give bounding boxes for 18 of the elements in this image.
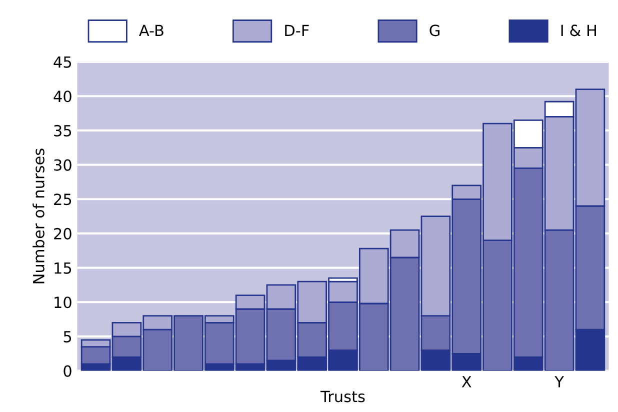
legend-label: A-B — [139, 24, 164, 36]
y-tick-label: 0 — [64, 365, 72, 377]
y-tick-label: 15 — [54, 262, 72, 274]
legend-label: I & H — [561, 24, 596, 36]
y-tick-label: 10 — [54, 296, 72, 308]
y-axis-title: Number of nurses — [32, 148, 44, 284]
y-tick-label: 25 — [54, 194, 72, 206]
legend-label: D-F — [285, 24, 309, 36]
y-tick-label: 30 — [54, 159, 72, 171]
y-tick-label: 45 — [54, 56, 72, 68]
y-tick-label: 40 — [54, 90, 72, 102]
y-tick-label: 5 — [64, 331, 72, 342]
legend-label: G — [430, 24, 440, 36]
x-axis-title: Trusts — [320, 390, 365, 402]
x-tick-label: X — [462, 376, 472, 388]
y-tick-label: 20 — [54, 228, 72, 240]
y-tick-label: 35 — [54, 124, 72, 136]
x-tick-label: Y — [554, 376, 564, 388]
